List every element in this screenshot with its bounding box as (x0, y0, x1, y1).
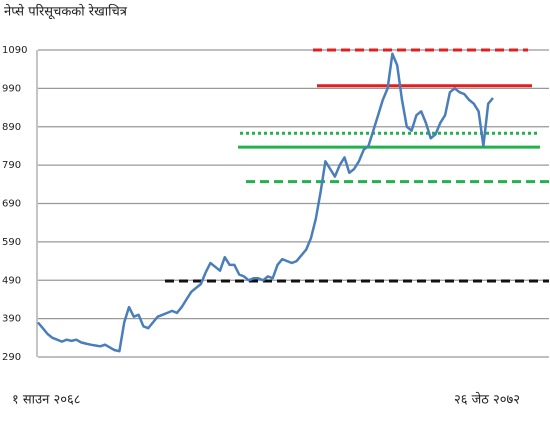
y-tick-label: 890 (2, 122, 21, 133)
y-tick-label: 390 (2, 314, 21, 325)
y-tick-label: 1090 (2, 45, 27, 56)
y-tick-label: 690 (2, 199, 21, 210)
x-label: १ साउन २०६८ (12, 393, 81, 408)
series-line (37, 52, 494, 353)
y-tick-label: 290 (2, 352, 21, 363)
y-tick-label: 590 (2, 237, 21, 248)
y-tick-label: 990 (2, 83, 21, 94)
x-label: २६ जेठ २०७२ (454, 392, 520, 408)
y-tick-label: 790 (2, 160, 21, 171)
chart-title: नेप्से परिसूचकको रेखाचित्र (4, 4, 128, 20)
y-tick-label: 490 (2, 275, 21, 286)
